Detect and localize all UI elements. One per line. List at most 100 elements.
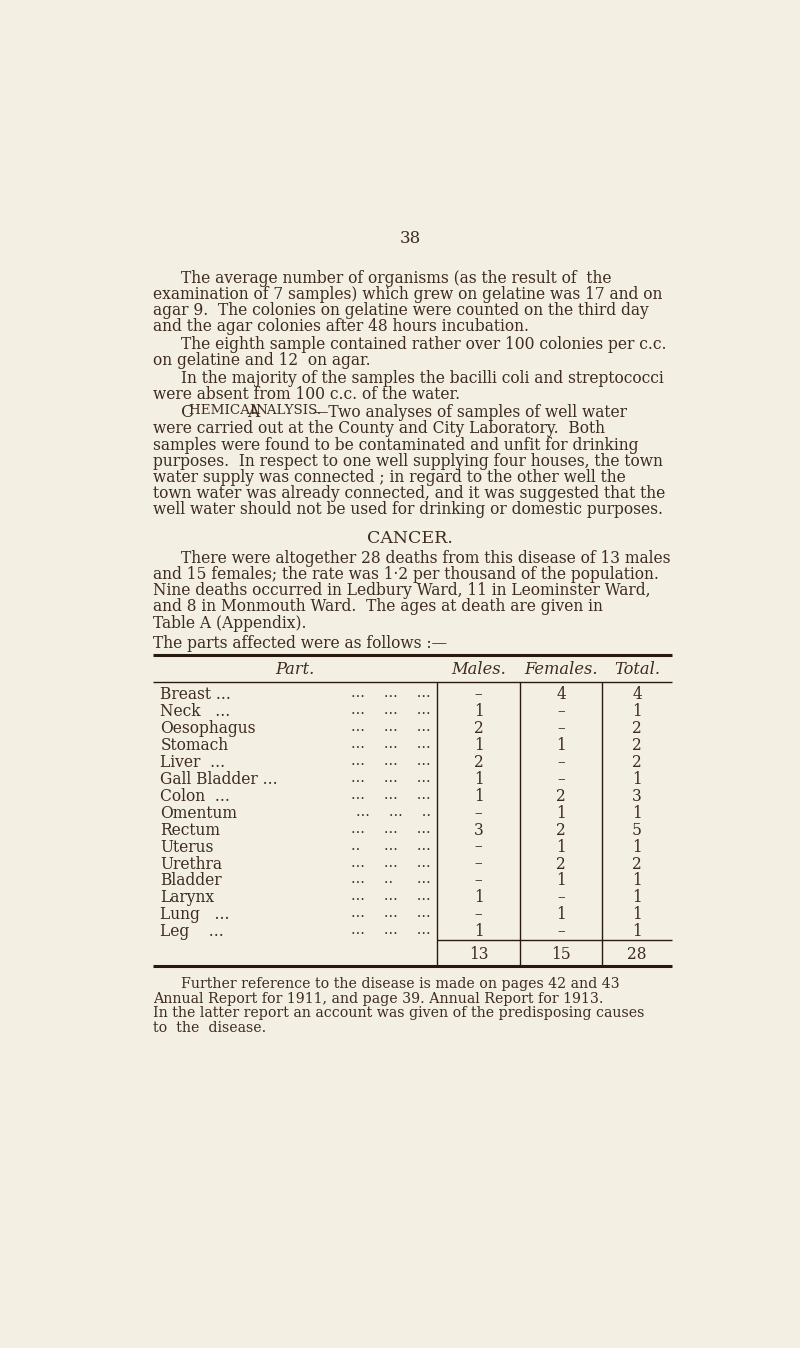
Text: 1: 1 [632,872,642,890]
Text: Gall Bladder ...: Gall Bladder ... [161,771,278,787]
Text: 1: 1 [474,923,483,941]
Text: In the latter report an account was given of the predisposing causes: In the latter report an account was give… [153,1007,644,1020]
Text: ...    ...    ...: ... ... ... [351,737,431,751]
Text: Oesophagus: Oesophagus [161,720,256,737]
Text: well water should not be used for drinking or domestic purposes.: well water should not be used for drinki… [153,501,662,519]
Text: 1: 1 [474,771,483,787]
Text: Further reference to the disease is made on pages 42 and 43: Further reference to the disease is made… [182,977,620,991]
Text: 1: 1 [556,872,566,890]
Text: to  the  disease.: to the disease. [153,1020,266,1035]
Text: ...    ...    ...: ... ... ... [351,822,431,836]
Text: CANCER.: CANCER. [367,530,453,547]
Text: –: – [474,686,482,704]
Text: 1: 1 [632,906,642,923]
Text: Breast ...: Breast ... [161,686,231,704]
Text: The parts affected were as follows :—: The parts affected were as follows :— [153,635,446,652]
Text: 2: 2 [556,787,566,805]
Text: Omentum: Omentum [161,805,238,822]
Text: Liver  ...: Liver ... [161,754,226,771]
Text: 1: 1 [632,890,642,906]
Text: ...    ...    ...: ... ... ... [351,856,431,869]
Text: 1: 1 [474,737,483,754]
Text: 1: 1 [632,923,642,941]
Text: and 8 in Monmouth Ward.  The ages at death are given in: and 8 in Monmouth Ward. The ages at deat… [153,599,602,615]
Text: –: – [558,771,565,787]
Text: NALYSIS.: NALYSIS. [255,404,321,418]
Text: 4: 4 [556,686,566,704]
Text: Table A (Appendix).: Table A (Appendix). [153,615,306,631]
Text: Males.: Males. [451,662,506,678]
Text: and 15 females; the rate was 1·2 per thousand of the population.: and 15 females; the rate was 1·2 per tho… [153,566,658,582]
Text: ...    ...    ...: ... ... ... [351,906,431,921]
Text: 3: 3 [632,787,642,805]
Text: ...    ...    ...: ... ... ... [351,923,431,937]
Text: 1: 1 [474,890,483,906]
Text: 1: 1 [556,838,566,856]
Text: –: – [558,890,565,906]
Text: Leg    ...: Leg ... [161,923,224,941]
Text: Bladder: Bladder [161,872,222,890]
Text: 2: 2 [632,737,642,754]
Text: ...    ...    ...: ... ... ... [351,771,431,785]
Text: town water was already connected, and it was suggested that the: town water was already connected, and it… [153,485,665,503]
Text: 2: 2 [474,754,483,771]
Text: and the agar colonies after 48 hours incubation.: and the agar colonies after 48 hours inc… [153,318,529,336]
Text: purposes.  In respect to one well supplying four houses, the town: purposes. In respect to one well supplyi… [153,453,662,470]
Text: Lung   ...: Lung ... [161,906,230,923]
Text: 2: 2 [474,720,483,737]
Text: 1: 1 [632,805,642,822]
Text: 13: 13 [469,946,488,964]
Text: 1: 1 [474,787,483,805]
Text: 1: 1 [632,704,642,720]
Text: 5: 5 [632,822,642,838]
Text: ...    ...    ...: ... ... ... [351,787,431,802]
Text: –: – [474,838,482,856]
Text: In the majority of the samples the bacilli coli and streptococci: In the majority of the samples the bacil… [182,369,664,387]
Text: 15: 15 [551,946,571,964]
Text: Larynx: Larynx [161,890,214,906]
Text: There were altogether 28 deaths from this disease of 13 males: There were altogether 28 deaths from thi… [182,550,671,568]
Text: 1: 1 [556,737,566,754]
Text: ...    ...    ...: ... ... ... [351,704,431,717]
Text: 2: 2 [632,856,642,872]
Text: ...    ...    ...: ... ... ... [351,720,431,735]
Text: were carried out at the County and City Laboratory.  Both: were carried out at the County and City … [153,421,605,438]
Text: Total.: Total. [614,662,660,678]
Text: ...    ..     ...: ... .. ... [351,872,431,887]
Text: ...    ...    ...: ... ... ... [351,754,431,768]
Text: Urethra: Urethra [161,856,222,872]
Text: 1: 1 [474,704,483,720]
Text: 3: 3 [474,822,483,838]
Text: 4: 4 [632,686,642,704]
Text: HEMICAL: HEMICAL [189,404,263,418]
Text: Neck   ...: Neck ... [161,704,230,720]
Text: 1: 1 [556,906,566,923]
Text: 2: 2 [632,720,642,737]
Text: were absent from 100 c.c. of the water.: were absent from 100 c.c. of the water. [153,386,460,403]
Text: ..     ...    ...: .. ... ... [351,838,431,852]
Text: 1: 1 [556,805,566,822]
Text: examination of 7 samples) which grew on gelatine was 17 and on: examination of 7 samples) which grew on … [153,286,662,303]
Text: Annual Report for 1911, and page 39. Annual Report for 1913.: Annual Report for 1911, and page 39. Ann… [153,992,603,1006]
Text: The average number of organisms (as the result of  the: The average number of organisms (as the … [182,270,612,287]
Text: –: – [474,805,482,822]
Text: –: – [558,923,565,941]
Text: 2: 2 [556,856,566,872]
Text: water supply was connected ; in regard to the other well the: water supply was connected ; in regard t… [153,469,626,487]
Text: ...    ...    ..: ... ... .. [356,805,431,818]
Text: Females.: Females. [524,662,598,678]
Text: –: – [558,754,565,771]
Text: The eighth sample contained rather over 100 colonies per c.c.: The eighth sample contained rather over … [182,336,667,353]
Text: 1: 1 [632,838,642,856]
Text: on gelatine and 12  on agar.: on gelatine and 12 on agar. [153,352,370,369]
Text: Stomach: Stomach [161,737,229,754]
Text: Rectum: Rectum [161,822,221,838]
Text: samples were found to be contaminated and unfit for drinking: samples were found to be contaminated an… [153,437,638,454]
Text: 2: 2 [632,754,642,771]
Text: –: – [474,872,482,890]
Text: 2: 2 [556,822,566,838]
Text: 38: 38 [399,229,421,247]
Text: Colon  ...: Colon ... [161,787,230,805]
Text: Part.: Part. [275,662,314,678]
Text: A: A [247,404,259,422]
